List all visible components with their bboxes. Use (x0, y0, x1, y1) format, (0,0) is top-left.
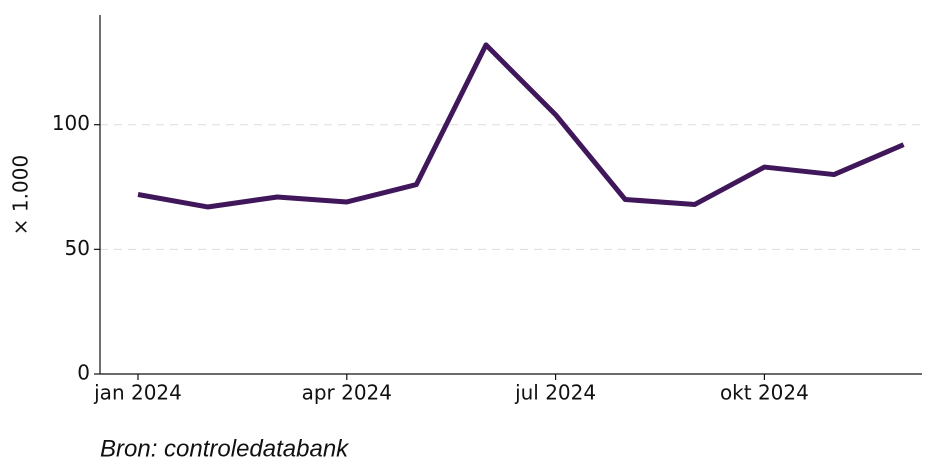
line (137, 42, 905, 210)
x-tick-label: jan 2024 (93, 381, 182, 405)
y-tick-label: 0 (77, 361, 90, 385)
source: Bron: controledatabank (100, 435, 350, 462)
y-axis-label: × 1.000 (9, 155, 33, 235)
x-tick-label: okt 2024 (720, 381, 809, 405)
y-tick-label: 50 (65, 236, 90, 260)
y-tick-label: 100 (52, 111, 90, 135)
x-tick-label: apr 2024 (302, 381, 392, 405)
x-tick-label: jul 2024 (514, 381, 596, 405)
